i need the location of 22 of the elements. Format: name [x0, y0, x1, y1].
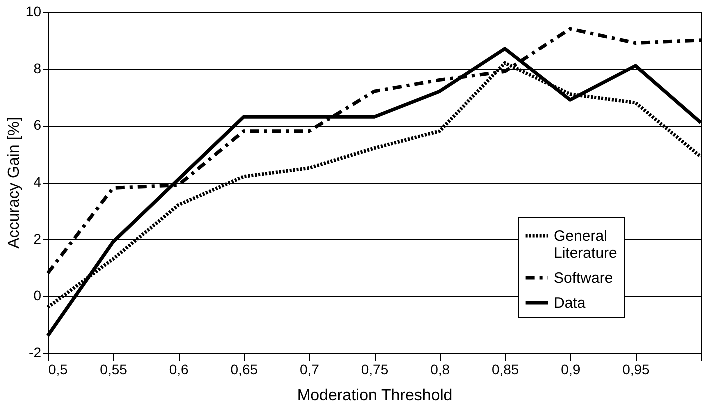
y-tick-label: 0 — [34, 288, 42, 304]
x-tick-label: 0,95 — [622, 362, 650, 378]
legend-label: Data — [554, 295, 586, 312]
y-axis-title: Accuracy Gain [%] — [6, 117, 23, 249]
legend-label: Software — [554, 270, 614, 287]
y-tick-label: 8 — [34, 60, 42, 76]
x-tick-label: 0,65 — [230, 362, 258, 378]
x-tick-label: 0,7 — [300, 362, 320, 378]
x-tick-label: 0,85 — [492, 362, 520, 378]
y-tick-label: 10 — [26, 4, 42, 20]
y-tick-label: -2 — [29, 344, 42, 360]
x-tick-label: 0,9 — [561, 362, 581, 378]
legend-label: General Literature — [554, 228, 618, 262]
y-tick-label: 4 — [34, 174, 42, 190]
x-tick-label: 0,8 — [430, 362, 450, 378]
x-axis-title: Moderation Threshold — [297, 388, 453, 404]
y-tick-label: 2 — [34, 230, 42, 247]
x-tick-label: 0,6 — [169, 362, 190, 378]
y-tick-label: 6 — [34, 117, 42, 134]
x-tick-label: 0,5 — [48, 362, 68, 378]
x-tick-label: 0,55 — [100, 362, 128, 378]
x-tick-label: 0,75 — [361, 362, 389, 378]
